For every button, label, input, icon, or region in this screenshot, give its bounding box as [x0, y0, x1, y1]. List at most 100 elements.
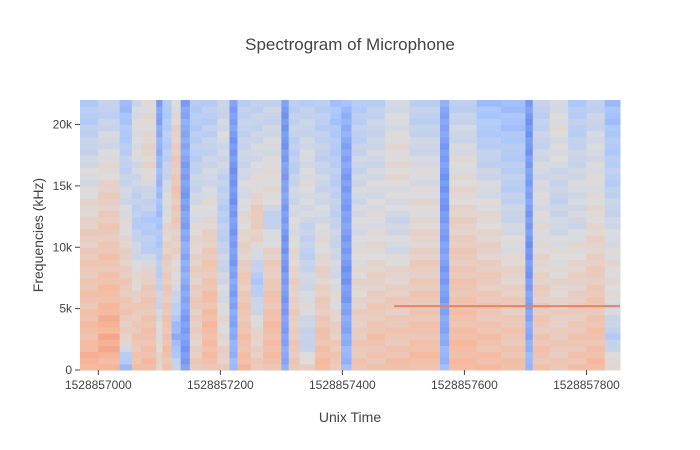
heatmap-cell	[440, 271, 450, 279]
heatmap-cell	[525, 320, 534, 328]
heatmap-cell	[281, 124, 290, 132]
heatmap-cell	[476, 204, 502, 211]
heatmap-cell	[202, 100, 218, 107]
heatmap-cell	[281, 192, 290, 199]
heatmap-cell	[180, 161, 191, 168]
heatmap-cell	[330, 161, 342, 168]
heatmap-cell	[568, 179, 587, 187]
heatmap-cell	[549, 271, 569, 279]
heatmap-cell	[449, 124, 478, 132]
heatmap-cell	[217, 149, 230, 156]
heatmap-cell	[250, 149, 264, 156]
heatmap-cell	[568, 149, 587, 156]
heatmap-cell	[299, 351, 316, 359]
heatmap-cell	[250, 192, 264, 199]
heatmap-cell	[141, 253, 157, 261]
heatmap-cell	[586, 112, 606, 119]
heatmap-cell	[351, 118, 368, 126]
heatmap-cell	[237, 204, 252, 211]
heatmap-cell	[568, 271, 587, 279]
heatmap-cell	[237, 222, 252, 230]
heatmap-cell	[263, 253, 282, 261]
heatmap-cell	[156, 179, 163, 187]
heatmap-cell	[189, 357, 203, 365]
heatmap-cell	[525, 247, 534, 254]
heatmap-cell	[250, 130, 264, 138]
heatmap-cell	[80, 259, 99, 267]
heatmap-cell	[586, 271, 606, 279]
heatmap-cell	[189, 118, 203, 126]
heatmap-cell	[202, 271, 218, 279]
heatmap-cell	[449, 314, 478, 322]
heatmap-cell	[299, 228, 316, 236]
heatmap-cell	[525, 210, 534, 218]
heatmap-cell	[156, 118, 163, 126]
heatmap-cell	[366, 271, 386, 279]
heatmap-cell	[330, 320, 342, 328]
heatmap-cell	[525, 277, 534, 285]
heatmap-cell	[568, 265, 587, 273]
heatmap-cell	[568, 124, 587, 132]
heatmap-cell	[314, 339, 331, 346]
heatmap-cell	[549, 308, 569, 316]
heatmap-cell	[131, 235, 142, 242]
heatmap-cell	[141, 210, 157, 218]
heatmap-cell	[330, 198, 342, 205]
heatmap-cell	[131, 339, 142, 346]
y-tick-label: 15k	[53, 179, 73, 193]
heatmap-cell	[156, 357, 163, 365]
heatmap-cell	[299, 357, 316, 365]
heatmap-cell	[330, 192, 342, 199]
heatmap-cell	[501, 210, 526, 218]
heatmap-cell	[98, 136, 121, 144]
heatmap-cell	[299, 314, 316, 322]
heatmap-cell	[501, 314, 526, 322]
heatmap-cell	[189, 302, 203, 310]
heatmap-cell	[202, 339, 218, 346]
heatmap-cell	[501, 259, 526, 267]
heatmap-cell	[156, 124, 163, 132]
x-tick-label: 1528857200	[187, 378, 254, 392]
heatmap-cell	[229, 314, 238, 322]
heatmap-cell	[330, 149, 342, 156]
heatmap-cell	[162, 161, 173, 168]
heatmap-cell	[229, 204, 238, 211]
heatmap-cell	[501, 185, 526, 193]
heatmap-cell	[288, 222, 301, 230]
heatmap-cell	[532, 136, 551, 144]
heatmap-cell	[409, 265, 441, 273]
heatmap-cell	[586, 192, 606, 199]
heatmap-cell	[351, 136, 368, 144]
heatmap-cell	[119, 235, 133, 242]
heatmap-cell	[202, 327, 218, 334]
heatmap-cell	[131, 357, 142, 365]
heatmap-cell	[501, 351, 526, 359]
heatmap-cell	[314, 118, 331, 126]
heatmap-cell	[180, 118, 191, 126]
heatmap-cell	[98, 235, 121, 242]
heatmap-cell	[341, 247, 353, 254]
heatmap-cell	[263, 339, 282, 346]
heatmap-cell	[476, 142, 502, 150]
heatmap-cell	[604, 277, 621, 285]
heatmap-cell	[341, 302, 353, 310]
heatmap-cell	[250, 345, 264, 353]
heatmap-cell	[330, 363, 342, 371]
heatmap-cell	[366, 339, 386, 346]
heatmap-cell	[351, 302, 368, 310]
heatmap-cell	[476, 149, 502, 156]
heatmap-cell	[299, 241, 316, 248]
heatmap-cell	[98, 124, 121, 132]
heatmap-cell	[263, 118, 282, 126]
heatmap-cell	[341, 204, 353, 211]
heatmap-cell	[532, 124, 551, 132]
heatmap-cell	[501, 296, 526, 303]
heatmap-cell	[263, 106, 282, 113]
heatmap-cell	[449, 192, 478, 199]
heatmap-cell	[141, 351, 157, 359]
heatmap-cell	[237, 155, 252, 162]
heatmap-cell	[281, 210, 290, 218]
heatmap-cell	[341, 222, 353, 230]
heatmap-cell	[171, 290, 182, 297]
heatmap-cell	[217, 351, 230, 359]
